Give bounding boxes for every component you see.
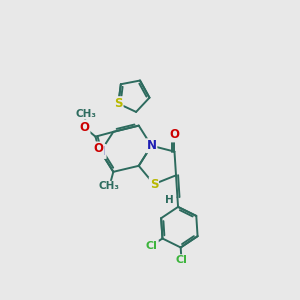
Text: S: S [150,178,158,190]
Text: S: S [114,97,123,110]
Text: CH₃: CH₃ [99,181,120,191]
Text: N: N [96,145,106,158]
Text: O: O [169,128,179,142]
Text: Cl: Cl [146,241,158,250]
Text: N: N [146,139,156,152]
Text: CH₃: CH₃ [75,109,96,119]
Text: O: O [94,142,104,155]
Text: O: O [80,121,89,134]
Text: H: H [165,195,173,205]
Text: Cl: Cl [176,255,188,265]
